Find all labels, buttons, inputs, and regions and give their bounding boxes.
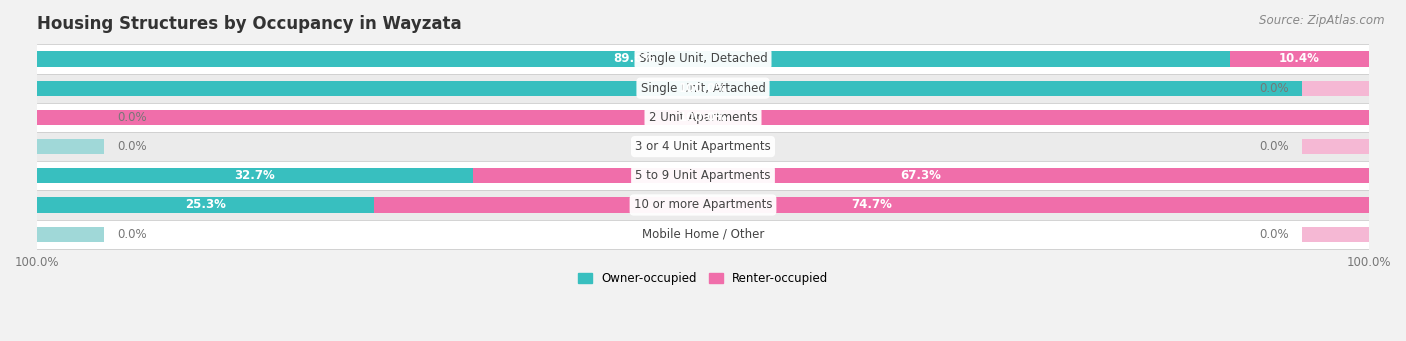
Bar <box>37 220 1369 249</box>
Text: 0.0%: 0.0% <box>1260 228 1289 241</box>
Text: 0.0%: 0.0% <box>1260 81 1289 95</box>
Bar <box>37 161 1369 190</box>
Bar <box>1302 80 1369 96</box>
Bar <box>37 190 1369 220</box>
Text: 0.0%: 0.0% <box>117 140 146 153</box>
Text: Housing Structures by Occupancy in Wayzata: Housing Structures by Occupancy in Wayza… <box>37 15 463 33</box>
Text: 100.0%: 100.0% <box>679 111 727 124</box>
Bar <box>37 132 1369 161</box>
Bar <box>472 168 1369 183</box>
Text: 0.0%: 0.0% <box>117 111 146 124</box>
Bar <box>37 168 472 183</box>
Text: Single Unit, Detached: Single Unit, Detached <box>638 53 768 65</box>
Text: 67.3%: 67.3% <box>900 169 941 182</box>
Text: 5 to 9 Unit Apartments: 5 to 9 Unit Apartments <box>636 169 770 182</box>
Text: 10.4%: 10.4% <box>1279 53 1320 65</box>
Text: 32.7%: 32.7% <box>235 169 276 182</box>
Text: 0.0%: 0.0% <box>1260 140 1289 153</box>
Text: Single Unit, Attached: Single Unit, Attached <box>641 81 765 95</box>
Bar <box>37 103 1369 132</box>
Bar <box>37 197 374 212</box>
Bar <box>37 110 104 125</box>
Bar <box>1302 139 1369 154</box>
Text: 10 or more Apartments: 10 or more Apartments <box>634 198 772 211</box>
Bar <box>37 74 1369 103</box>
Bar <box>37 110 1369 125</box>
Bar <box>37 44 1369 74</box>
Text: 100.0%: 100.0% <box>679 81 727 95</box>
Text: 74.7%: 74.7% <box>851 198 891 211</box>
Text: 2 Unit Apartments: 2 Unit Apartments <box>648 111 758 124</box>
Text: Source: ZipAtlas.com: Source: ZipAtlas.com <box>1260 14 1385 27</box>
Text: 3 or 4 Unit Apartments: 3 or 4 Unit Apartments <box>636 140 770 153</box>
Bar <box>37 80 1369 96</box>
Text: Mobile Home / Other: Mobile Home / Other <box>641 228 765 241</box>
Legend: Owner-occupied, Renter-occupied: Owner-occupied, Renter-occupied <box>572 268 834 290</box>
Bar <box>1302 227 1369 242</box>
Bar <box>374 197 1369 212</box>
Text: 25.3%: 25.3% <box>186 198 226 211</box>
Text: 0.0%: 0.0% <box>117 228 146 241</box>
Text: 89.6%: 89.6% <box>613 53 654 65</box>
Bar <box>37 139 104 154</box>
Bar <box>37 227 104 242</box>
Bar <box>37 51 1230 66</box>
Bar <box>1230 51 1369 66</box>
